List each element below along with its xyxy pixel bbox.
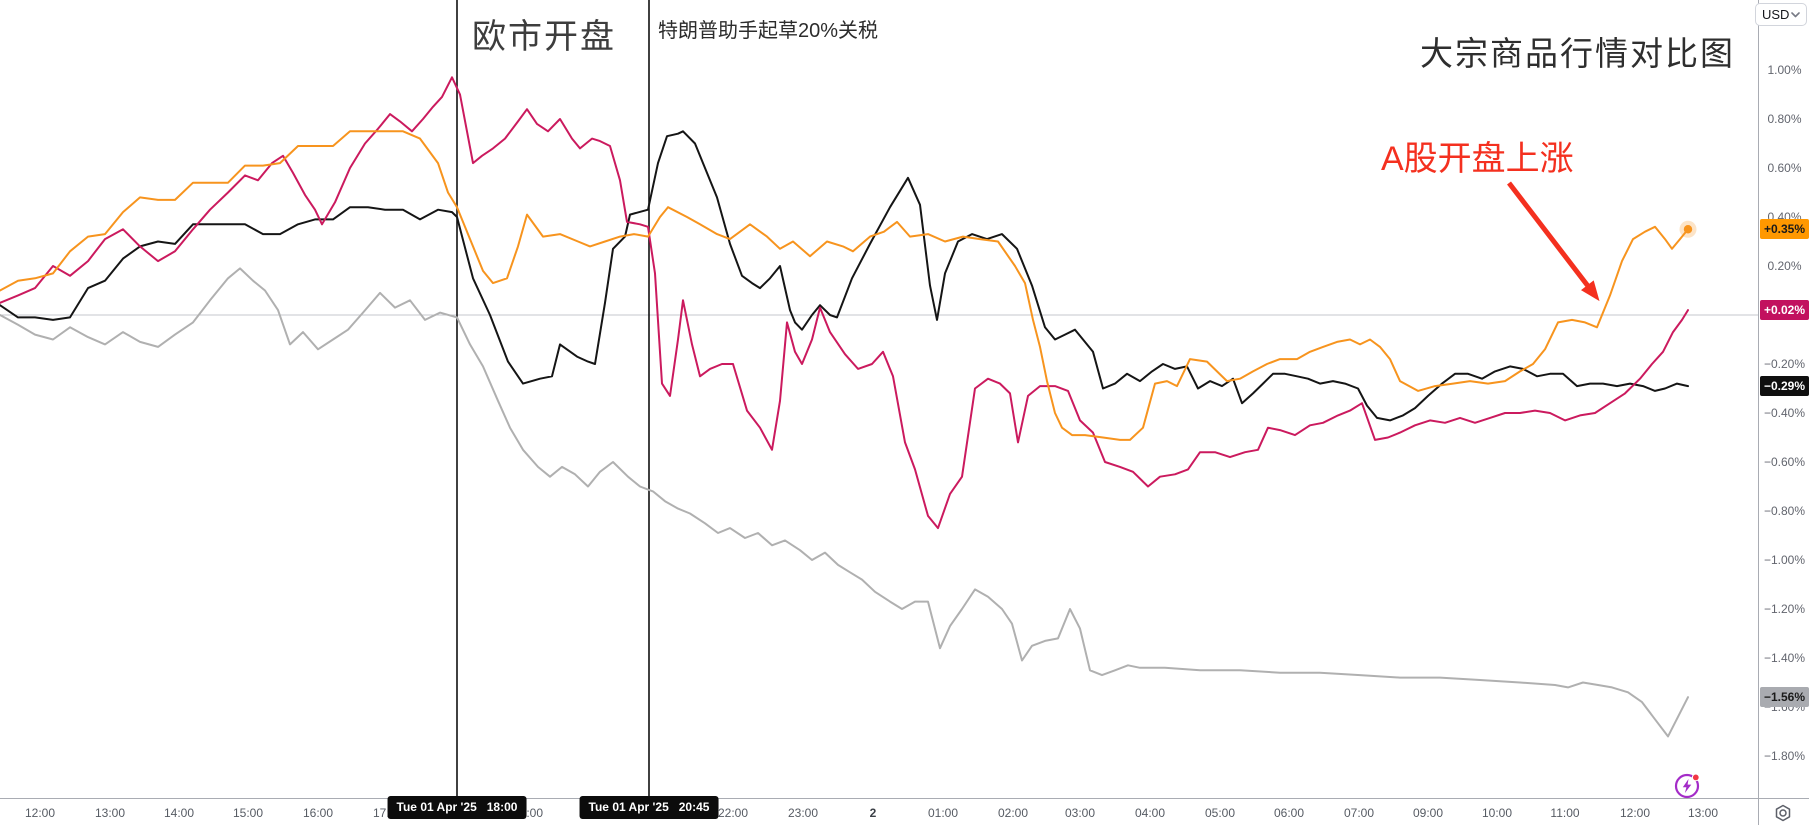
- time-axis-label: 2: [869, 806, 877, 820]
- time-axis-label: 02:00: [997, 806, 1029, 820]
- price-axis-label: −0.20%: [1763, 357, 1806, 371]
- chart-plot-area[interactable]: [0, 0, 1758, 798]
- event-date-tooltip-2: Tue 01 Apr '25 20:45: [579, 796, 719, 819]
- time-axis-label: 07:00: [1343, 806, 1375, 820]
- time-axis-label: 11:00: [1550, 806, 1580, 820]
- price-axis-label: −1.40%: [1763, 651, 1806, 665]
- time-axis-label: 03:00: [1064, 806, 1096, 820]
- time-axis-label: 05:00: [1204, 806, 1236, 820]
- price-axis-label: 1.00%: [1767, 63, 1802, 77]
- time-axis-label: 12:00: [1619, 806, 1651, 820]
- annotation-arrow-head: [1581, 280, 1600, 302]
- price-axis-label: −0.60%: [1763, 455, 1806, 469]
- price-axis-label: −1.80%: [1763, 749, 1806, 763]
- time-axis-label: 15:00: [232, 806, 264, 820]
- time-axis-label: 06:00: [1273, 806, 1305, 820]
- price-axis-label: −0.80%: [1763, 504, 1806, 518]
- time-axis-label: 01:00: [927, 806, 959, 820]
- time-axis-label: 13:00: [94, 806, 126, 820]
- a-share-annotation: A股开盘上涨: [1381, 140, 1574, 178]
- time-axis-label: 04:00: [1134, 806, 1166, 820]
- time-axis-label: 14:00: [163, 806, 195, 820]
- last-price-badge: −0.29%: [1760, 376, 1809, 397]
- last-price-dot: [1683, 225, 1693, 234]
- series-line-crimson-commodity[interactable]: [0, 76, 1689, 530]
- flash-streaming-icon[interactable]: [1672, 771, 1702, 801]
- time-axis-label: 22:00: [717, 806, 749, 820]
- price-axis-label: −0.40%: [1763, 406, 1806, 420]
- last-price-badge: +0.02%: [1760, 300, 1809, 321]
- time-axis-label: 10:00: [1481, 806, 1513, 820]
- price-axis-label: 0.20%: [1767, 259, 1802, 273]
- event-date-tooltip-1: Tue 01 Apr '25 18:00: [387, 796, 527, 819]
- annotation-arrow-shaft: [1507, 181, 1593, 292]
- last-price-badge: −1.56%: [1760, 687, 1809, 708]
- tariff-news-annotation: 特朗普助手起草20%关税: [658, 20, 879, 42]
- price-axis-label: 0.80%: [1767, 112, 1802, 126]
- time-axis-label: 23:00: [787, 806, 819, 820]
- price-axis-label: 0.60%: [1767, 161, 1802, 175]
- series-line-orange-commodity[interactable]: [0, 130, 1689, 441]
- price-axis-label: −1.00%: [1763, 553, 1806, 567]
- chart-title: 大宗商品行情对比图: [1420, 35, 1735, 72]
- currency-dropdown-button[interactable]: USD: [1755, 3, 1807, 26]
- series-line-black-commodity[interactable]: [0, 130, 1689, 422]
- eu-open-annotation: 欧市开盘: [472, 18, 616, 56]
- chevron-down-icon: [1791, 11, 1800, 17]
- time-axis[interactable]: 12:0013:0014:0015:0016:0017:0019:0022:00…: [0, 796, 1809, 825]
- currency-dropdown-label: USD: [1762, 7, 1790, 22]
- time-axis-label: 13:00: [1687, 806, 1719, 820]
- last-price-badge: +0.35%: [1760, 219, 1809, 240]
- price-axis[interactable]: 1.00%0.80%0.60%0.40%0.20%0.00%−0.20%−0.4…: [1758, 0, 1809, 798]
- time-axis-label: 16:00: [302, 806, 334, 820]
- series-line-gray-commodity[interactable]: [0, 267, 1689, 738]
- time-axis-label: 12:00: [24, 806, 56, 820]
- axis-settings-gear-icon[interactable]: [1774, 804, 1792, 822]
- price-axis-label: −1.20%: [1763, 602, 1806, 616]
- time-axis-label: 09:00: [1412, 806, 1444, 820]
